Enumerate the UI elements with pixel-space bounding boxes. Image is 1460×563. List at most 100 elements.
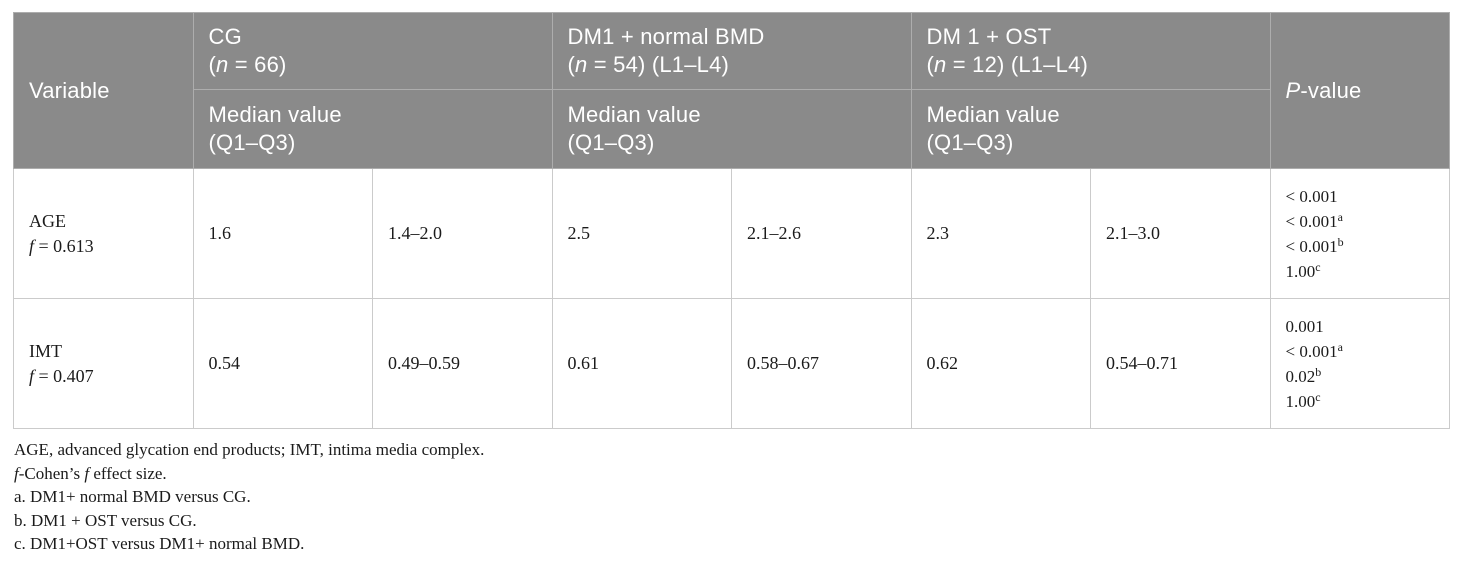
p-value-label: P-value xyxy=(1286,78,1362,103)
quartile-label: (Q1–Q3) xyxy=(208,130,296,155)
n-symbol: n xyxy=(934,52,947,77)
header-group-row: Variable CG (n = 66) DM1 + normal BMD (n… xyxy=(13,12,1450,169)
effect-size: f = 0.407 xyxy=(29,364,185,389)
group-n-count: (n = 54) (L1–L4) xyxy=(568,51,901,79)
cell-value: 0.62 xyxy=(926,353,959,373)
p-superscript: b xyxy=(1337,234,1344,249)
footnote-text: -Cohen’s xyxy=(18,463,85,483)
p-value: 1.00 xyxy=(1285,391,1316,411)
p-value-line: 1.00c xyxy=(1286,259,1442,284)
cell-value: 2.5 xyxy=(567,223,591,243)
p-value-line: < 0.001a xyxy=(1286,209,1442,234)
median-cell: 0.61 xyxy=(551,298,732,429)
quartile-label: (Q1–Q3) xyxy=(926,130,1014,155)
n-value: = 54) (L1–L4) xyxy=(587,52,730,77)
median-label: Median value xyxy=(926,102,1060,127)
table-footnotes: AGE, advanced glycation end products; IM… xyxy=(14,438,484,556)
footnote-a: a. DM1+ normal BMD versus CG. xyxy=(14,487,251,506)
cell-value: 0.58–0.67 xyxy=(747,353,819,373)
footnote-abbreviations: AGE, advanced glycation end products; IM… xyxy=(14,440,485,459)
results-table: Variable CG (n = 66) DM1 + normal BMD (n… xyxy=(13,12,1450,429)
quartile-label: (Q1–Q3) xyxy=(567,130,655,155)
p-value-line: < 0.001a xyxy=(1286,339,1442,364)
p-superscript: a xyxy=(1337,209,1343,224)
column-header-variable: Variable xyxy=(13,12,194,169)
median-label: Median value xyxy=(567,102,701,127)
variable-label: Variable xyxy=(29,77,110,103)
f-value: = 0.613 xyxy=(34,235,94,256)
iqr-cell: 2.1–2.6 xyxy=(731,168,912,299)
p-superscript: c xyxy=(1315,389,1321,404)
cell-value: 2.1–2.6 xyxy=(747,223,801,243)
results-table-container: Variable CG (n = 66) DM1 + normal BMD (n… xyxy=(13,12,1450,429)
variable-name: AGE xyxy=(29,210,66,231)
median-cell: 1.6 xyxy=(192,168,373,299)
effect-size: f = 0.613 xyxy=(29,234,185,259)
f-symbol: f xyxy=(29,235,35,256)
n-symbol: n xyxy=(575,52,588,77)
column-header-p-value: P-value xyxy=(1269,12,1450,169)
cell-value: 0.61 xyxy=(567,353,600,373)
cell-value: 0.54 xyxy=(208,353,241,373)
iqr-cell: 0.58–0.67 xyxy=(731,298,912,429)
p-value-line: 1.00c xyxy=(1286,389,1442,414)
group-name: DM 1 + OST xyxy=(926,24,1052,49)
n-symbol: n xyxy=(216,52,229,77)
paren: ( xyxy=(208,52,217,77)
table-row-imt: IMT f = 0.407 0.54 0.49–0.59 0.61 0.58–0… xyxy=(13,298,1450,429)
header-median-row: Median value (Q1–Q3) Median value (Q1–Q3… xyxy=(14,89,1450,169)
median-cell: 0.62 xyxy=(910,298,1091,429)
p-value-line: < 0.001 xyxy=(1286,184,1442,209)
footnote-c: c. DM1+OST versus DM1+ normal BMD. xyxy=(14,534,305,553)
f-symbol: f xyxy=(14,463,19,483)
column-group-header-dm1-ost: DM 1 + OST (n = 12) (L1–L4) xyxy=(910,12,1271,90)
p-value: 1.00 xyxy=(1285,261,1316,281)
p-symbol: P xyxy=(1285,77,1301,103)
column-subheader-median-cg: Median value (Q1–Q3) xyxy=(192,89,553,169)
f-symbol: f xyxy=(29,365,35,386)
iqr-cell: 0.49–0.59 xyxy=(372,298,553,429)
column-subheader-median-dm1-ost: Median value (Q1–Q3) xyxy=(910,89,1271,169)
variable-name: IMT xyxy=(29,340,62,361)
p-value-line: < 0.001b xyxy=(1286,234,1442,259)
table-header: Variable CG (n = 66) DM1 + normal BMD (n… xyxy=(13,12,1450,169)
footnote-b: b. DM1 + OST versus CG. xyxy=(14,510,197,530)
p-value: 0.02 xyxy=(1285,366,1316,386)
variable-cell: AGE f = 0.613 xyxy=(13,168,194,299)
p-superscript: c xyxy=(1315,259,1321,274)
n-value: = 66) xyxy=(228,52,287,77)
p-rest: -value xyxy=(1300,77,1362,103)
p-value-cell: < 0.001 < 0.001a < 0.001b 1.00c xyxy=(1269,168,1450,299)
p-value-cell: 0.001 < 0.001a 0.02b 1.00c xyxy=(1269,298,1450,429)
paren: ( xyxy=(567,52,576,77)
column-group-header-cg: CG (n = 66) xyxy=(192,12,553,90)
column-group-header-dm1-normal-bmd: DM1 + normal BMD (n = 54) (L1–L4) xyxy=(551,12,912,90)
group-n-count: (n = 12) (L1–L4) xyxy=(927,51,1260,79)
cell-value: 1.6 xyxy=(208,223,232,243)
n-value: = 12) (L1–L4) xyxy=(946,52,1089,77)
cell-value: 2.3 xyxy=(926,223,950,243)
median-cell: 2.3 xyxy=(910,168,1091,299)
group-n-count: (n = 66) xyxy=(209,51,542,79)
iqr-cell: 2.1–3.0 xyxy=(1090,168,1271,299)
paren: ( xyxy=(926,52,935,77)
median-cell: 0.54 xyxy=(192,298,373,429)
cell-value: 0.54–0.71 xyxy=(1106,353,1178,373)
iqr-cell: 0.54–0.71 xyxy=(1090,298,1271,429)
variable-cell: IMT f = 0.407 xyxy=(13,298,194,429)
p-value-line: 0.001 xyxy=(1286,314,1442,339)
cell-value: 1.4–2.0 xyxy=(388,223,442,243)
p-value: < 0.001 xyxy=(1285,186,1338,206)
footnote-text: effect size. xyxy=(89,463,167,483)
p-value-line: 0.02b xyxy=(1286,364,1442,389)
median-cell: 2.5 xyxy=(551,168,732,299)
table-body: AGE f = 0.613 1.6 1.4–2.0 2.5 2.1–2.6 2.… xyxy=(13,168,1450,429)
cell-value: 2.1–3.0 xyxy=(1106,223,1160,243)
group-name: CG xyxy=(208,24,242,49)
median-label: Median value xyxy=(208,102,342,127)
group-name: DM1 + normal BMD xyxy=(567,24,765,49)
footnote-cohen-f: f-Cohen’s f effect size. xyxy=(14,462,484,486)
p-value: < 0.001 xyxy=(1285,236,1338,256)
iqr-cell: 1.4–2.0 xyxy=(372,168,553,299)
